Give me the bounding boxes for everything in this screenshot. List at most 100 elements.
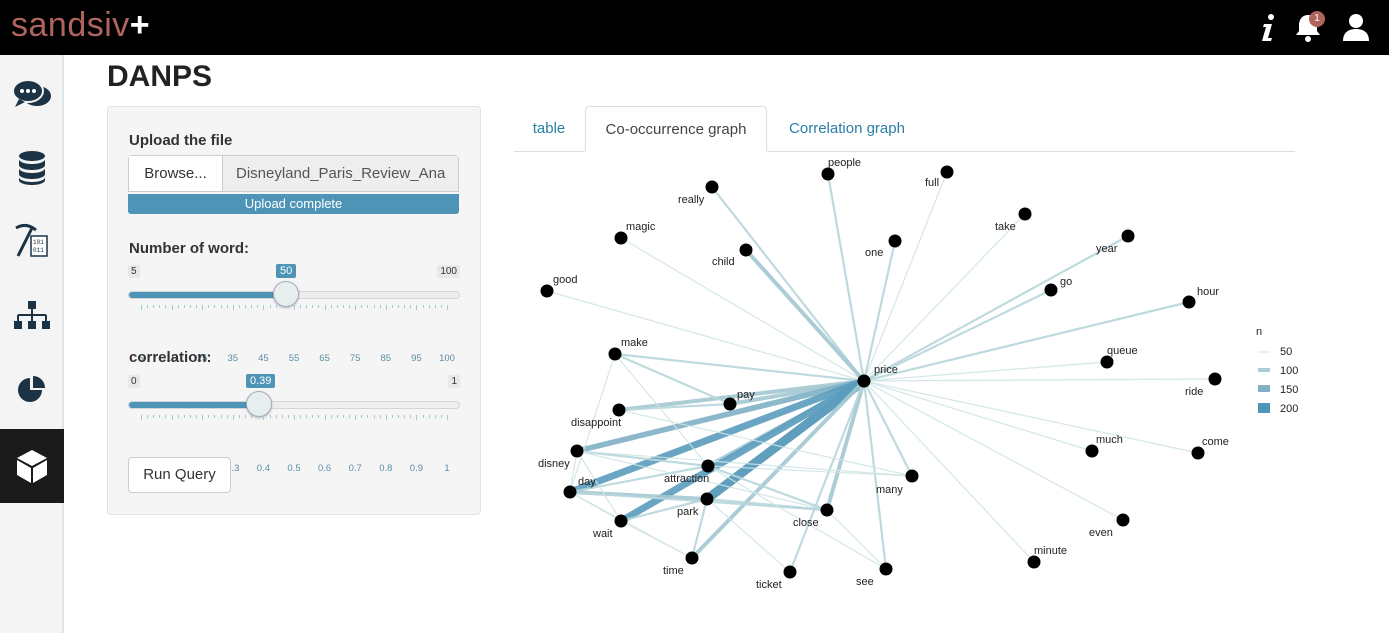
graph-edge-disney-many <box>576 450 913 477</box>
slider-tick-label: 5 <box>138 353 144 364</box>
correlation-slider[interactable]: 0 0.39 1 00.10.20.30.40.50.60.70.80.91 <box>128 374 460 474</box>
sidebar-item-feedback[interactable] <box>0 57 64 131</box>
run-query-button[interactable]: Run Query <box>128 457 231 493</box>
graph-node-one[interactable] <box>888 234 902 248</box>
graph-node-park[interactable] <box>700 492 714 506</box>
slider-tick <box>202 415 204 420</box>
graph-node-attraction[interactable] <box>701 459 715 473</box>
file-input[interactable]: Browse... Disneyland_Paris_Review_Ana <box>128 155 459 192</box>
tab-correlation-graph[interactable]: Correlation graph <box>789 120 905 137</box>
slider-minor-tick <box>300 305 302 308</box>
sidebar-item-hierarchy[interactable] <box>0 279 64 353</box>
graph-node-time[interactable] <box>685 551 699 565</box>
slider-tick-label: 100 <box>439 353 455 364</box>
graph-edge-day-wait <box>569 491 622 522</box>
graph-node-pay[interactable] <box>723 397 737 411</box>
slider-minor-tick <box>379 305 381 308</box>
info-icon[interactable] <box>1251 10 1285 44</box>
graph-node-much[interactable] <box>1085 444 1099 458</box>
sidebar-item-reports[interactable] <box>0 353 64 427</box>
graph-node-label-go: go <box>1060 276 1072 288</box>
tab-table[interactable]: table <box>532 120 566 137</box>
graph-node-day[interactable] <box>563 485 577 499</box>
graph-node-queue[interactable] <box>1100 355 1114 369</box>
legend-swatch-150 <box>1258 385 1270 392</box>
legend-title: n <box>1256 326 1262 338</box>
graph-node-make[interactable] <box>608 347 622 361</box>
slider-tick <box>294 415 295 420</box>
slider-minor-tick <box>269 305 271 308</box>
sidebar-item-data[interactable] <box>0 131 64 205</box>
graph-node-good[interactable] <box>540 284 554 298</box>
words-slider-min: 5 <box>128 265 140 278</box>
legend-swatch-100 <box>1258 368 1270 372</box>
graph-node-disappoint[interactable] <box>612 403 626 417</box>
graph-node-see[interactable] <box>879 562 893 576</box>
slider-minor-tick <box>342 415 344 418</box>
graph-node-hour[interactable] <box>1182 295 1196 309</box>
tab-bar: table Co-occurrence graph Correlation gr… <box>514 106 1295 152</box>
slider-minor-tick <box>183 415 185 418</box>
slider-minor-tick <box>336 305 338 308</box>
slider-minor-tick <box>226 415 228 418</box>
legend-label-150: 150 <box>1280 384 1298 396</box>
sidebar-item-models[interactable] <box>0 429 64 503</box>
graph-node-many[interactable] <box>905 469 919 483</box>
graph-node-label-full: full <box>925 177 939 189</box>
slider-minor-tick <box>391 415 393 418</box>
slider-minor-tick <box>269 415 271 418</box>
corr-slider-track[interactable] <box>128 401 460 409</box>
graph-node-people[interactable] <box>821 167 835 181</box>
graph-node-label-one: one <box>865 247 883 259</box>
graph-node-wait[interactable] <box>614 514 628 528</box>
app-logo[interactable]: sandsiv+ <box>11 6 150 45</box>
graph-node-really[interactable] <box>705 180 719 194</box>
graph-node-label-see: see <box>856 576 874 588</box>
graph-node-come[interactable] <box>1191 446 1205 460</box>
slider-minor-tick <box>379 415 381 418</box>
slider-minor-tick <box>398 415 400 418</box>
graph-edge-wait-time <box>620 520 693 559</box>
corr-slider-handle[interactable] <box>246 391 272 417</box>
graph-node-close[interactable] <box>820 503 834 517</box>
user-icon[interactable] <box>1339 10 1373 44</box>
slider-minor-tick <box>342 305 344 308</box>
slider-minor-tick <box>349 305 351 308</box>
graph-node-minute[interactable] <box>1027 555 1041 569</box>
graph-edge-price-come <box>863 380 1199 454</box>
page-title: DANPS <box>107 60 213 93</box>
slider-minor-tick <box>391 305 393 308</box>
slider-minor-tick <box>281 305 283 308</box>
slider-tick <box>416 415 418 420</box>
graph-edge-attraction-see <box>707 465 887 570</box>
graph-edge-price-close <box>825 380 866 511</box>
graph-node-ticket[interactable] <box>783 565 797 579</box>
sidebar-item-mining[interactable]: 101 011 <box>0 205 64 279</box>
slider-minor-tick <box>428 415 430 418</box>
graph-node-take[interactable] <box>1018 207 1032 221</box>
graph-node-go[interactable] <box>1044 283 1058 297</box>
graph-node-label-minute: minute <box>1034 545 1067 557</box>
graph-edge-attraction-many <box>707 465 913 477</box>
graph-node-even[interactable] <box>1116 513 1130 527</box>
graph-node-year[interactable] <box>1121 229 1135 243</box>
graph-node-ride[interactable] <box>1208 372 1222 386</box>
graph-edge-disney-close <box>576 450 828 511</box>
graph-edge-price-see <box>862 380 888 570</box>
graph-node-full[interactable] <box>940 165 954 179</box>
svg-text:101: 101 <box>33 239 44 246</box>
slider-minor-tick <box>165 305 167 308</box>
graph-node-price[interactable] <box>857 374 871 388</box>
slider-minor-tick <box>245 305 247 308</box>
browse-button[interactable]: Browse... <box>129 156 223 191</box>
slider-minor-tick <box>422 305 424 308</box>
tab-co-occurrence-graph[interactable]: Co-occurrence graph <box>585 106 767 152</box>
words-slider-handle[interactable] <box>273 281 299 307</box>
graph-node-label-pay: pay <box>737 389 755 401</box>
graph-node-disney[interactable] <box>570 444 584 458</box>
slider-minor-tick <box>196 415 198 418</box>
graph-node-child[interactable] <box>739 243 753 257</box>
words-slider[interactable]: 5 50 100 5 15 25 35 45 55 65 75 85 95 100 <box>128 264 460 364</box>
graph-node-label-many: many <box>876 484 903 496</box>
graph-node-magic[interactable] <box>614 231 628 245</box>
